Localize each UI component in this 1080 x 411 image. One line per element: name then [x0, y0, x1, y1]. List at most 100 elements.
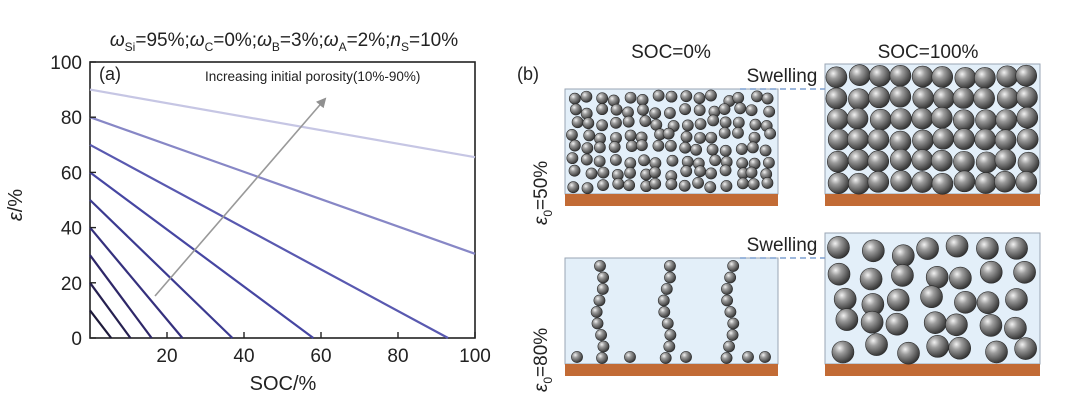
particle-b-5	[931, 66, 954, 88]
particle-b-1	[848, 64, 871, 86]
particle-b-37	[974, 128, 996, 151]
particle-a-100	[705, 167, 718, 180]
plot-area	[89, 61, 476, 339]
particle-c-30	[742, 351, 754, 363]
particles-soc100-row2	[827, 234, 1037, 365]
particle-a-6	[652, 89, 665, 102]
particle-d-25	[945, 313, 968, 337]
particle-d-9	[891, 264, 914, 287]
title-value-2: =3%;	[280, 30, 324, 51]
particle-a-21	[649, 107, 662, 120]
particle-d-11	[949, 266, 972, 290]
series-line-3	[89, 226, 184, 339]
particle-a-22	[664, 107, 676, 119]
particle-d-29	[865, 333, 888, 356]
particle-d-22	[860, 310, 884, 334]
particle-a-73	[747, 141, 759, 154]
particle-a-67	[665, 140, 677, 152]
particle-c-18	[727, 260, 740, 272]
particle-d-19	[976, 291, 1000, 315]
particle-a-29	[763, 105, 776, 118]
particle-c-5	[591, 317, 604, 330]
particle-d-4	[945, 234, 969, 258]
particle-b-18	[996, 87, 1019, 109]
particle-a-27	[734, 102, 747, 115]
substrate-soc0-row2	[565, 364, 778, 376]
chart-panel: ωSi=95%;ωC=0%;ωB=3%;ωA=2%;nS=10% Increas…	[5, 30, 491, 395]
particle-b-48	[994, 148, 1017, 171]
title-subscript-3: A	[339, 40, 347, 54]
particle-b-7	[974, 67, 996, 89]
particle-a-118	[747, 178, 760, 190]
swelling-label-row1: Swelling	[747, 66, 818, 87]
ylabel-unit: /%	[5, 189, 27, 213]
particle-b-16	[952, 87, 975, 109]
title-subscript-1: C	[205, 40, 214, 54]
particle-d-34	[1014, 337, 1037, 360]
particle-b-29	[1016, 106, 1039, 129]
x-tick-label-3: 80	[387, 346, 408, 367]
particle-a-55	[705, 131, 718, 144]
particle-a-38	[681, 119, 694, 132]
particle-d-27	[1004, 316, 1027, 340]
row-label-value-0: =50%	[531, 161, 552, 210]
substrate-soc100-row1	[825, 194, 1040, 206]
particle-b-26	[952, 109, 975, 131]
particle-a-96	[649, 166, 661, 179]
panel-b-label: (b)	[517, 64, 539, 84]
particles-soc0-row2	[571, 260, 771, 364]
particle-a-54	[694, 132, 706, 144]
particle-c-19	[724, 271, 737, 284]
title-subscript-2: B	[272, 40, 280, 54]
particle-a-34	[622, 115, 635, 128]
particle-a-28	[745, 104, 758, 117]
particle-a-9	[693, 92, 706, 105]
particle-a-59	[764, 127, 777, 140]
particle-a-119	[761, 177, 774, 189]
particle-a-117	[737, 177, 749, 190]
particle-c-13	[658, 306, 671, 318]
title-subscript-0: Si	[125, 40, 136, 54]
particle-d-18	[954, 291, 977, 314]
particle-a-101	[719, 164, 732, 177]
title-value-4: =10%	[409, 30, 458, 51]
particle-a-13	[751, 90, 763, 103]
x-tick-label-0: 20	[156, 346, 177, 367]
swelling-label-row2: Swelling	[747, 235, 818, 256]
panel-a-label: (a)	[99, 64, 121, 84]
particle-c-28	[624, 351, 636, 363]
particle-a-2	[596, 92, 609, 105]
particle-b-6	[954, 67, 977, 89]
particle-c-23	[727, 317, 740, 330]
annotation-arrow	[154, 97, 327, 297]
title-value-1: =0%;	[213, 30, 257, 51]
series-line-0	[89, 309, 113, 339]
particle-c-21	[721, 294, 733, 307]
particle-c-14	[661, 317, 674, 330]
particle-a-49	[624, 129, 637, 142]
particle-a-53	[680, 131, 693, 143]
particle-b-47	[975, 151, 998, 174]
particle-a-114	[692, 177, 704, 189]
particle-a-18	[610, 103, 623, 116]
row-eps-80: ε0=80% Swelling	[531, 232, 1041, 392]
series-line-7	[89, 116, 476, 255]
series-line-4	[89, 199, 234, 339]
particle-b-28	[995, 109, 1017, 131]
particle-a-57	[732, 126, 744, 139]
particle-a-112	[665, 178, 678, 191]
particle-a-8	[680, 90, 693, 103]
particle-a-15	[570, 103, 582, 116]
particle-b-56	[953, 170, 976, 193]
particle-b-23	[890, 108, 912, 130]
row-label-symbol-1: ε	[531, 383, 552, 392]
particle-c-11	[660, 283, 673, 295]
particle-c-7	[597, 340, 610, 353]
x-tick-label-2: 60	[310, 346, 331, 367]
particle-a-74	[759, 144, 772, 157]
particle-a-82	[666, 154, 679, 167]
particle-b-40	[827, 150, 849, 173]
particle-c-1	[597, 271, 610, 284]
particle-a-75	[566, 152, 579, 165]
